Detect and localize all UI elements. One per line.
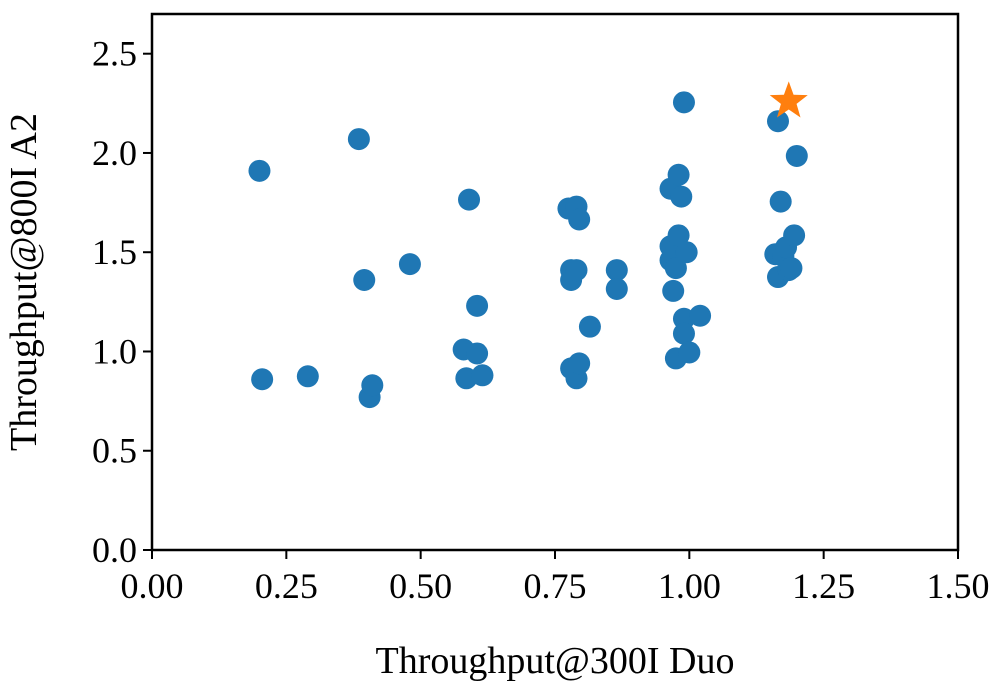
y-tick-label: 0.0 [92,530,137,570]
scatter-point [672,322,695,345]
x-axis-label: Throughput@300I Duo [375,640,734,682]
x-axis-ticks: 0.00 0.25 0.50 0.75 1.00 1.25 1.50 [121,550,990,606]
scatter-point [766,110,789,133]
scatter-point [466,342,489,365]
scatter-point [780,257,803,280]
x-tick-label: 1.00 [658,566,721,606]
scatter-point [361,374,384,397]
y-tick-label: 2.0 [92,133,137,173]
scatter-point [296,365,319,388]
scatter-point [578,315,601,338]
y-axis-ticks: 0.0 0.5 1.0 1.5 2.0 2.5 [92,34,152,570]
scatter-point [353,269,376,292]
scatter-point [785,144,808,167]
scatter-point [568,208,591,231]
y-axis-label: Throughput@800I A2 [3,113,45,451]
scatter-point [670,185,693,208]
scatter-point [466,294,489,317]
scatter-point [565,259,588,282]
scatter-point [769,190,792,213]
x-tick-label: 1.50 [927,566,990,606]
scatter-point [398,253,421,276]
y-tick-label: 2.5 [92,34,137,74]
scatter-point [605,259,628,282]
scatter-point [664,257,687,280]
scatter-point [662,279,685,302]
scatter-point [678,341,701,364]
scatter-point [248,159,271,182]
y-tick-label: 1.5 [92,232,137,272]
scatter-point [251,368,274,391]
scatter-point [689,304,712,327]
x-tick-label: 0.75 [524,566,587,606]
x-tick-label: 0.00 [121,566,184,606]
scatter-point [667,163,690,186]
plot-frame [150,12,960,552]
y-tick-label: 1.0 [92,331,137,371]
star-point [769,81,808,118]
x-tick-label: 0.25 [255,566,318,606]
scatter-point [605,277,628,300]
points-layer [248,81,808,409]
scatter-point [672,91,695,114]
x-tick-label: 0.50 [389,566,452,606]
scatter-point [471,364,494,387]
scatter-point [667,224,690,247]
scatter-point [347,128,370,151]
scatter-point [458,188,481,211]
scatter-point [675,241,698,264]
y-tick-label: 0.5 [92,431,137,471]
scatter-point [783,224,806,247]
x-tick-label: 1.25 [792,566,855,606]
scatter-point [568,352,591,375]
